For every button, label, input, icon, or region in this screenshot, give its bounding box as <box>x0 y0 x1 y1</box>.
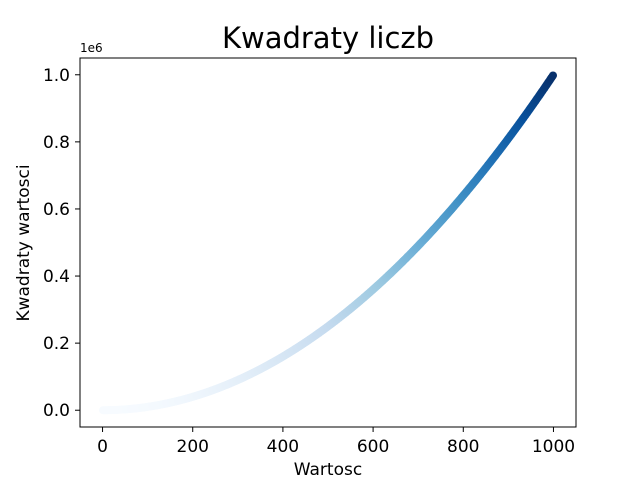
y-offset-label: 1e6 <box>80 41 103 55</box>
x-tick-label: 800 <box>447 437 479 457</box>
y-tick-label: 0.4 <box>43 267 70 287</box>
y-tick-label: 0.2 <box>43 334 70 354</box>
chart-title: Kwadraty liczb <box>222 21 434 55</box>
x-axis-label: Wartosc <box>294 460 362 480</box>
y-tick-label: 1.0 <box>43 66 70 86</box>
x-tick-label: 600 <box>357 437 389 457</box>
x-tick-label: 200 <box>177 437 209 457</box>
y-tick-label: 0.6 <box>43 200 70 220</box>
x-tick-label: 1000 <box>532 437 575 457</box>
data-points <box>99 71 557 415</box>
data-point <box>549 71 557 80</box>
y-axis-label: Kwadraty wartosci <box>14 164 34 321</box>
y-tick-label: 0.8 <box>43 133 70 153</box>
x-tick-label: 400 <box>267 437 299 457</box>
plot-frame <box>79 57 577 428</box>
x-axis: 0 200 400 600 800 1000 <box>97 427 575 457</box>
y-tick-label: 0.0 <box>43 401 70 421</box>
x-tick-label: 0 <box>97 437 108 457</box>
y-axis: 0.0 0.2 0.4 0.6 0.8 1.0 <box>43 66 80 421</box>
